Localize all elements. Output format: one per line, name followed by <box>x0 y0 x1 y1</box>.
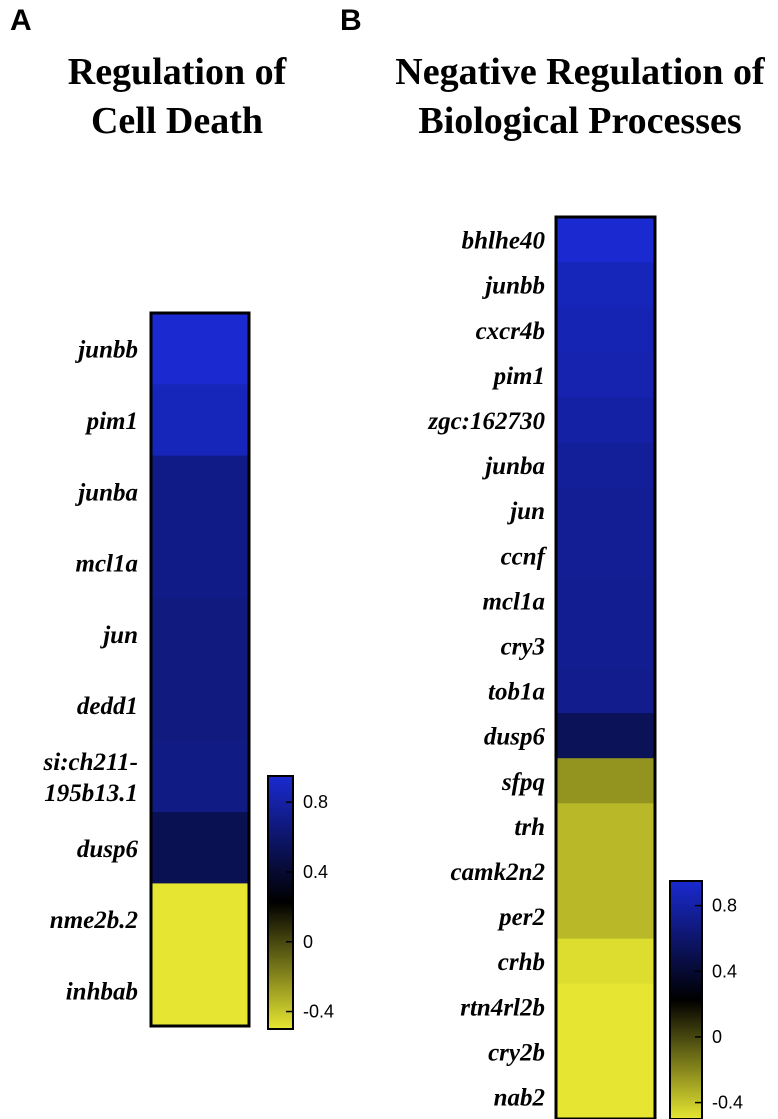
panel-a-colorbar-bar <box>267 775 294 1030</box>
panel-b-gene-label-19: nab2 <box>494 1084 545 1111</box>
panel-a: A Regulation of Cell Death junbbpim1junb… <box>10 4 334 1030</box>
panel-b-colorbar-tick-label-0: 0.8 <box>712 896 737 916</box>
panel-a-colorbar-tick-label-0: 0.8 <box>303 792 328 812</box>
panel-b-gene-label-16: crhb <box>498 949 545 976</box>
panel-b-gene-label-14: camk2n2 <box>451 859 545 886</box>
panel-b-cell-19 <box>556 1073 655 1119</box>
panel-b-heatmap-border <box>554 215 657 1119</box>
panel-a-gene-label-9: inhbab <box>66 978 138 1005</box>
panel-b-colorbar: 0.8 0.4 0 -0.4 <box>669 880 743 1119</box>
panel-b-gene-label-4: zgc:162730 <box>427 408 545 435</box>
panel-a-cell-1 <box>151 384 249 457</box>
panel-b-cell-10 <box>556 668 655 714</box>
panel-b-gene-label-2: cxcr4b <box>476 318 545 345</box>
panel-a-colorbar: 0.8 0.4 0 -0.4 <box>267 775 334 1030</box>
panel-b-cell-9 <box>556 622 655 669</box>
panel-a-colorbar-tick-label-2: 0 <box>303 932 313 952</box>
panel-b-gene-label-7: ccnf <box>501 543 548 570</box>
panel-b-colorbar-bar <box>669 880 703 1119</box>
panel-a-colorbar-tick-label-3: -0.4 <box>303 1002 334 1022</box>
panel-a-cell-6 <box>151 740 249 813</box>
panel-b-cell-13 <box>556 803 655 849</box>
panel-a-gene-label-3: mcl1a <box>76 551 139 578</box>
panel-a-cell-7 <box>151 812 249 884</box>
panel-a-heatmap <box>149 311 251 1028</box>
panel-b-gene-label-1: junbb <box>481 273 545 300</box>
panel-b-cell-12 <box>556 758 655 804</box>
panel-b-gene-label-6: jun <box>506 498 545 525</box>
panel-a-title-line-2: Cell Death <box>91 100 263 142</box>
panel-b-gene-label-3: pim1 <box>492 363 545 390</box>
panel-a-cell-0 <box>151 313 249 385</box>
panel-b-gene-label-18: cry2b <box>488 1039 545 1066</box>
panel-a-gene-label-7: dusp6 <box>77 836 139 863</box>
panel-b-colorbar-tick-label-2: 0 <box>712 1027 722 1047</box>
panel-b-cell-5 <box>556 442 655 489</box>
panel-a-gene-labels: junbb pim1 junba mcl1a jun dedd1 si:ch211- 195b… <box>43 337 139 1006</box>
panel-b-gene-label-8: mcl1a <box>483 588 546 615</box>
panel-a-gene-label-5: dedd1 <box>77 693 138 720</box>
panel-b-gene-label-0: bhlhe40 <box>462 228 546 255</box>
panel-b-cell-7 <box>556 532 655 579</box>
panel-b-gene-label-17: rtn4rl2b <box>460 994 545 1021</box>
panel-b-cell-6 <box>556 487 655 534</box>
panel-a-title-line-1: Regulation of <box>68 51 288 93</box>
panel-b-cell-1 <box>556 262 655 308</box>
panel-b-gene-label-9: cry3 <box>501 633 545 660</box>
panel-a-gene-label-1: pim1 <box>85 408 138 435</box>
panel-a-gene-label-0: junbb <box>74 337 138 364</box>
panel-b-cell-16 <box>556 938 655 985</box>
panel-b-gene-label-10: tob1a <box>488 679 545 706</box>
panel-a-cell-8 <box>151 883 249 956</box>
panel-a-gene-label-6-line-1: 195b13.1 <box>44 780 138 807</box>
panel-b-cell-2 <box>556 307 655 353</box>
panel-b-gene-label-11: dusp6 <box>484 724 546 751</box>
panel-a-gene-label-6-line-0: si:ch211- <box>43 749 138 776</box>
panel-b-cell-18 <box>556 1028 655 1075</box>
panel-a-colorbar-tick-label-1: 0.4 <box>303 862 328 882</box>
panel-b-gene-label-5: junba <box>481 453 545 480</box>
panel-b-cell-8 <box>556 577 655 624</box>
panel-a-gene-label-2: junba <box>74 479 138 506</box>
panel-b-cell-11 <box>556 713 655 759</box>
panel-b-letter: B <box>340 4 362 37</box>
panel-a-letter: A <box>10 4 32 37</box>
panel-a-cell-5 <box>151 669 249 742</box>
panel-b-cell-4 <box>556 397 655 443</box>
panel-a-heatmap-border <box>149 311 251 1028</box>
panel-b-gene-labels: bhlhe40 junbb cxcr4b pim1 zgc:162730 junba jun… <box>427 228 547 1112</box>
panel-a-cell-3 <box>151 526 249 599</box>
panel-b-gene-label-13: trh <box>514 814 545 841</box>
panel-a-cell-9 <box>151 954 249 1027</box>
panel-b-cell-0 <box>556 217 655 263</box>
panel-b-cell-14 <box>556 848 655 894</box>
panel-a-cell-2 <box>151 455 249 528</box>
panel-b: B Negative Regulation of Biological Proc… <box>340 4 766 1119</box>
panel-b-colorbar-tick-label-1: 0.4 <box>712 961 737 981</box>
panel-b-gene-label-12: sfpq <box>501 769 545 796</box>
panel-a-gene-label-4: jun <box>99 622 138 649</box>
panel-b-cell-15 <box>556 893 655 940</box>
panel-b-gene-label-15: per2 <box>497 904 545 931</box>
panel-b-cell-3 <box>556 352 655 398</box>
panel-a-cell-4 <box>151 598 249 670</box>
panel-b-title-line-2: Biological Processes <box>418 100 741 142</box>
panel-a-gene-label-8: nme2b.2 <box>50 907 138 934</box>
panel-b-colorbar-tick-label-3: -0.4 <box>712 1093 743 1113</box>
panel-b-heatmap <box>554 215 657 1119</box>
panel-b-cell-17 <box>556 983 655 1030</box>
panel-b-title-line-1: Negative Regulation of <box>395 51 766 93</box>
